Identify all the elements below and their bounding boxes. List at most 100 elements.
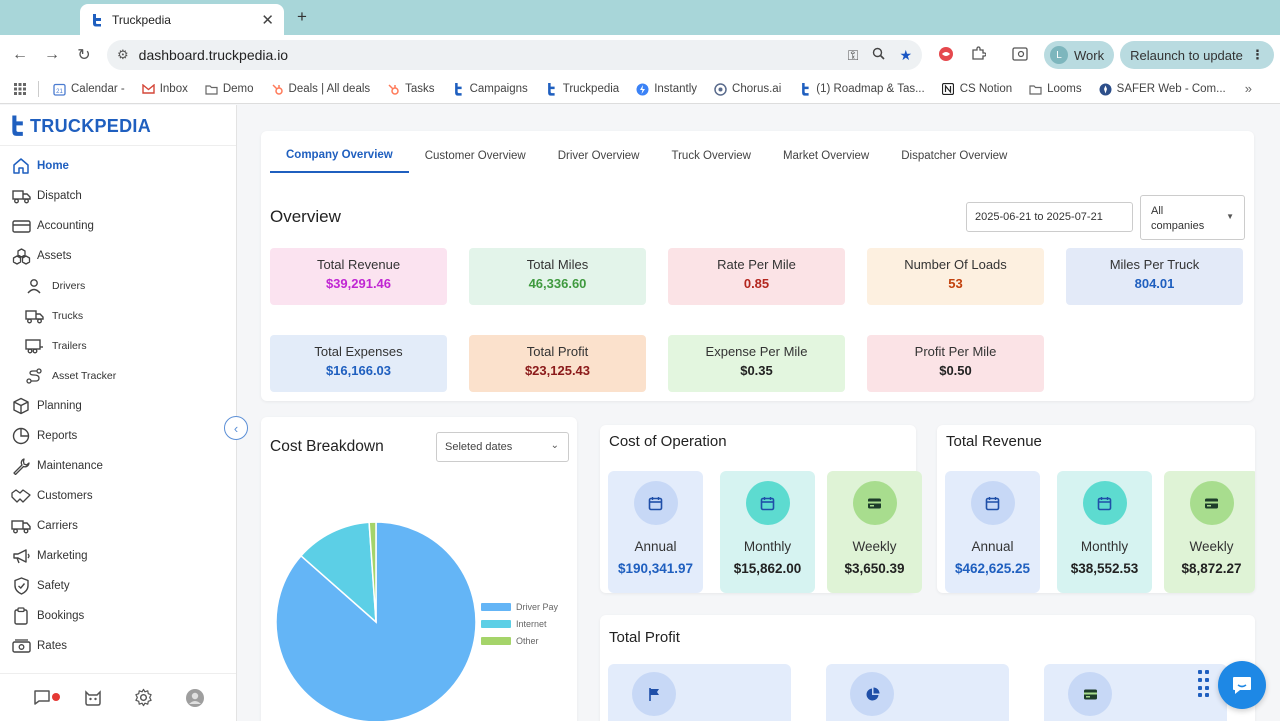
kpi-label: Profit Per Mile — [914, 344, 997, 359]
profit-metric-card — [608, 664, 791, 721]
sidebar-item-planning[interactable]: Planning — [0, 391, 236, 421]
sidebar-item-customers[interactable]: Customers — [0, 481, 236, 511]
pie-slice-internet[interactable] — [299, 521, 377, 624]
browser-menu-icon[interactable]: ⋮ — [1250, 47, 1264, 62]
cost-breakdown-date-select[interactable]: Seleted dates ⌄ — [436, 432, 569, 462]
pie-slice-other[interactable] — [368, 521, 377, 623]
legend-item[interactable]: Driver Pay — [481, 598, 558, 615]
truckpedia-logo[interactable]: TRUCKPEDIA — [10, 115, 151, 137]
bookmark-star-icon[interactable]: ★ — [899, 46, 912, 63]
sidebar-item-marketing[interactable]: Marketing — [0, 541, 236, 571]
url-text[interactable]: dashboard.truckpedia.io — [138, 47, 289, 63]
relaunch-button[interactable]: Relaunch to update ⋮ — [1120, 41, 1274, 69]
sidebar-item-accounting[interactable]: Accounting — [0, 211, 236, 241]
apps-grid-icon[interactable] — [14, 83, 26, 95]
calendar-icon — [745, 481, 790, 525]
sidebar-item-maintenance[interactable]: Maintenance — [0, 451, 236, 481]
bookmark-item[interactable]: Chorus.ai — [714, 82, 781, 96]
total-profit-card: Total Profit — [600, 615, 1255, 721]
profile-chip[interactable]: L Work — [1044, 41, 1115, 69]
notification-dot — [51, 692, 60, 701]
forward-icon[interactable]: → — [44, 46, 60, 63]
sidebar-item-asset-tracker[interactable]: Asset Tracker — [0, 361, 236, 391]
main-content: Company Overview Customer Overview Driver … — [237, 105, 1280, 721]
settings-gear-icon[interactable] — [132, 686, 156, 710]
legend-item[interactable]: Internet — [481, 615, 558, 632]
date-range-input[interactable]: 2025-06-21 to 2025-07-21 — [966, 202, 1133, 232]
back-icon[interactable]: ← — [12, 46, 28, 63]
browser-tab[interactable]: Truckpedia ✕ — [80, 4, 284, 35]
drag-handle-icon[interactable] — [1198, 670, 1210, 698]
sidebar-item-reports[interactable]: Reports — [0, 421, 236, 451]
tab-company-overview[interactable]: Company Overview — [270, 139, 409, 173]
bookmark-item[interactable]: SAFER Web - Com... — [1099, 83, 1226, 96]
site-settings-icon[interactable]: ⚙ — [117, 47, 129, 62]
bookmark-item[interactable]: Instantly — [636, 83, 697, 96]
key-icon[interactable]: ⚿ — [847, 46, 859, 63]
support-chat-button[interactable] — [1218, 661, 1266, 709]
legend-item[interactable]: Other — [481, 632, 558, 649]
money-icon — [11, 636, 31, 656]
bookmark-item[interactable]: Inbox — [142, 83, 188, 96]
tab-market-overview[interactable]: Market Overview — [782, 150, 870, 162]
tab-driver-overview[interactable]: Driver Overview — [557, 150, 640, 162]
metric-value: $190,341.97 — [617, 561, 694, 576]
bookmark-item[interactable]: Tasks — [387, 83, 435, 96]
puzzle-extensions-icon[interactable] — [962, 46, 994, 64]
sidebar-item-carriers[interactable]: Carriers — [0, 511, 236, 541]
tab-dispatcher-overview[interactable]: Dispatcher Overview — [901, 150, 1008, 162]
sidebar-item-drivers[interactable]: Drivers — [0, 271, 236, 301]
cost-breakdown-title: Cost Breakdown — [270, 438, 384, 455]
extension-icon[interactable] — [930, 46, 962, 65]
collapse-sidebar-button[interactable]: ‹ — [224, 416, 248, 440]
folder-icon — [205, 83, 218, 96]
metric-label: Annual — [634, 539, 677, 554]
bookmark-item[interactable]: Looms — [1029, 83, 1082, 96]
tab-customer-overview[interactable]: Customer Overview — [424, 150, 526, 162]
calendar-icon: 21 — [53, 83, 66, 96]
sidebar-item-label: Home — [37, 160, 69, 172]
profit-metric-card — [1044, 664, 1227, 721]
bot-icon[interactable] — [81, 686, 105, 710]
metric-value: $8,872.27 — [1181, 561, 1242, 576]
tab-truck-overview[interactable]: Truck Overview — [671, 150, 751, 162]
reload-icon[interactable]: ↻ — [77, 47, 91, 64]
card-icon — [1068, 672, 1112, 716]
company-filter-select[interactable]: All companies ▼ — [1140, 195, 1245, 240]
chat-icon[interactable] — [30, 686, 60, 710]
cost-breakdown-pie-chart — [275, 521, 477, 721]
sidebar-item-rates[interactable]: Rates — [0, 631, 236, 661]
user-avatar-icon[interactable] — [183, 686, 207, 710]
zoom-icon[interactable] — [872, 47, 886, 63]
profile-label: Work — [1074, 47, 1105, 63]
address-bar[interactable]: ⚙ dashboard.truckpedia.io ⚿ ★ — [107, 40, 922, 70]
logo-text: TRUCKPEDIA — [30, 115, 152, 136]
sidebar-item-trailers[interactable]: Trailers — [0, 331, 236, 361]
bookmark-item[interactable]: Campaigns — [452, 82, 528, 96]
total-profit-title: Total Profit — [609, 629, 680, 646]
bookmark-item[interactable]: CS Notion — [942, 83, 1012, 96]
bookmark-item[interactable]: 21 Calendar - — [53, 83, 125, 96]
tab-close-icon[interactable]: ✕ — [261, 11, 274, 29]
sidebar-item-dispatch[interactable]: Dispatch — [0, 181, 236, 211]
kpi-card: Rate Per Mile 0.85 — [668, 248, 845, 305]
bookmark-item[interactable]: Deals | All deals — [271, 83, 370, 96]
sidebar-item-label: Accounting — [37, 220, 94, 232]
sidepanel-search-icon[interactable] — [1004, 46, 1036, 64]
kpi-card: Total Revenue $39,291.46 — [270, 248, 447, 305]
sidebar-item-home[interactable]: Home — [0, 151, 236, 181]
bookmark-item[interactable]: Demo — [205, 83, 254, 96]
new-tab-button[interactable]: + — [297, 7, 307, 26]
sidebar-item-assets[interactable]: Assets — [0, 241, 236, 271]
overview-card: Company Overview Customer Overview Driver … — [261, 131, 1254, 401]
sidebar-item-bookings[interactable]: Bookings — [0, 601, 236, 631]
boxes-icon — [11, 246, 31, 266]
home-icon — [11, 156, 31, 176]
bookmark-item[interactable]: Truckpedia — [545, 82, 619, 96]
sidebar-item-safety[interactable]: Safety — [0, 571, 236, 601]
bookmarks-overflow-icon[interactable]: » — [1244, 81, 1252, 96]
bookmark-item[interactable]: (1) Roadmap & Tas... — [798, 82, 925, 96]
toolbar-extensions: L Work Relaunch to update ⋮ — [930, 40, 1274, 70]
company-filter-line2: companies — [1151, 220, 1205, 232]
sidebar-item-trucks[interactable]: Trucks — [0, 301, 236, 331]
